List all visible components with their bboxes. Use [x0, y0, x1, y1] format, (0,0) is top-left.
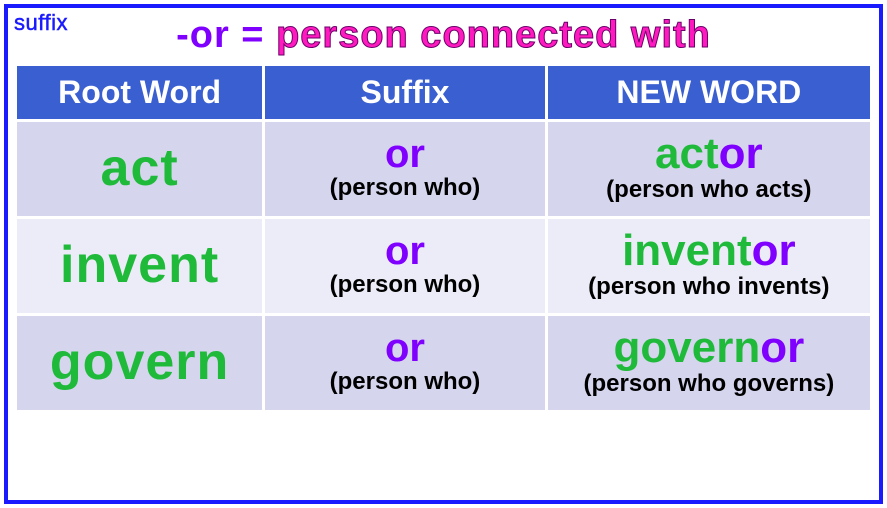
- title-main: person connected with: [276, 14, 711, 56]
- cell-newword: actor (person who acts): [546, 121, 871, 218]
- newword-definition: (person who invents): [552, 273, 866, 301]
- page-title: -or = person connected with: [8, 8, 879, 63]
- title-prefix: -or =: [176, 14, 276, 56]
- new-word: inventor: [552, 229, 866, 273]
- col-header-newword: NEW WORD: [546, 65, 871, 121]
- suffix-meaning: (person who): [269, 368, 540, 396]
- suffix-text: or: [269, 328, 540, 368]
- table-row: invent or (person who) inventor (person …: [16, 218, 872, 315]
- newword-definition: (person who acts): [552, 176, 866, 204]
- cell-root: govern: [16, 315, 264, 412]
- root-word: act: [21, 138, 258, 198]
- cell-suffix: or (person who): [264, 315, 546, 412]
- suffix-meaning: (person who): [269, 174, 540, 202]
- new-word: governor: [552, 326, 866, 370]
- newword-root: govern: [614, 323, 761, 372]
- newword-suffix: or: [719, 129, 763, 178]
- newword-root: act: [655, 129, 719, 178]
- col-header-suffix: Suffix: [264, 65, 546, 121]
- cell-root: invent: [16, 218, 264, 315]
- content-frame: suffix -or = person connected with Root …: [4, 4, 883, 504]
- cell-newword: inventor (person who invents): [546, 218, 871, 315]
- table-header-row: Root Word Suffix NEW WORD: [16, 65, 872, 121]
- newword-definition: (person who governs): [552, 370, 866, 398]
- suffix-text: or: [269, 134, 540, 174]
- root-word: invent: [21, 235, 258, 295]
- new-word: actor: [552, 132, 866, 176]
- suffix-table: Root Word Suffix NEW WORD act or (person…: [14, 63, 873, 413]
- col-header-root: Root Word: [16, 65, 264, 121]
- corner-label: suffix: [14, 10, 68, 36]
- newword-root: invent: [622, 226, 752, 275]
- root-word: govern: [21, 332, 258, 392]
- table-row: act or (person who) actor (person who ac…: [16, 121, 872, 218]
- suffix-meaning: (person who): [269, 271, 540, 299]
- cell-newword: governor (person who governs): [546, 315, 871, 412]
- cell-root: act: [16, 121, 264, 218]
- newword-suffix: or: [752, 226, 796, 275]
- table-row: govern or (person who) governor (person …: [16, 315, 872, 412]
- suffix-text: or: [269, 231, 540, 271]
- cell-suffix: or (person who): [264, 218, 546, 315]
- newword-suffix: or: [760, 323, 804, 372]
- cell-suffix: or (person who): [264, 121, 546, 218]
